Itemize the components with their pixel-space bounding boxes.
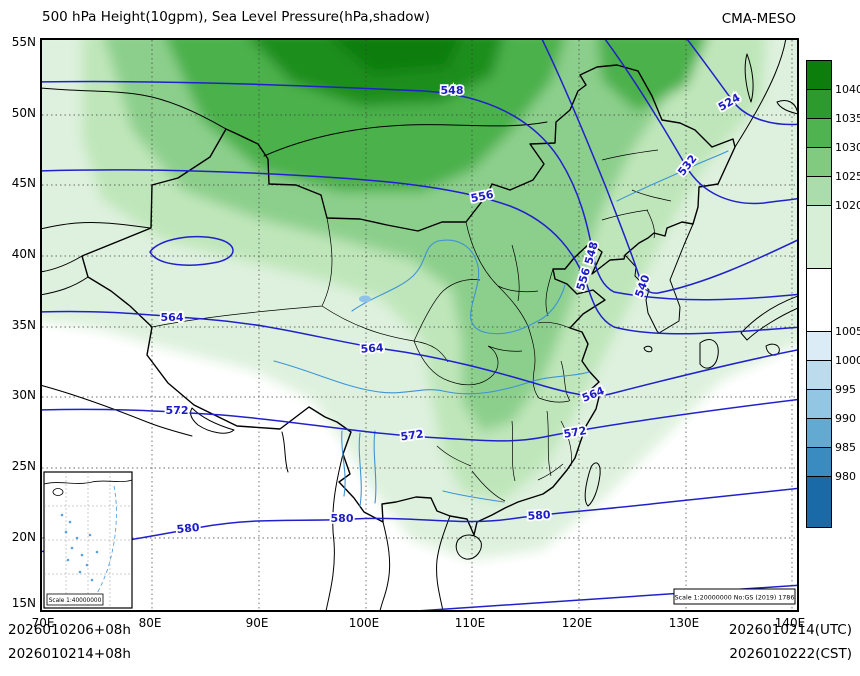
model-name: CMA-MESO bbox=[721, 11, 796, 27]
colorbar-tick-label: 1025 bbox=[835, 170, 860, 183]
inset-dash-line bbox=[91, 485, 117, 603]
map-area: 548 524 532 556 548 540 556 564 564 564 … bbox=[40, 38, 799, 612]
init-time-cst: 2026010214+08h bbox=[8, 646, 131, 662]
contour-524 bbox=[686, 40, 797, 126]
colorbar-tick-label: 1030 bbox=[835, 141, 860, 154]
contour-label: 572 bbox=[563, 424, 588, 441]
colorbar-tick-label: 980 bbox=[835, 470, 856, 483]
lon-label: 80E bbox=[138, 616, 162, 630]
contour-580 bbox=[42, 487, 797, 553]
lon-label: 90E bbox=[245, 616, 269, 630]
province-borders bbox=[151, 149, 672, 502]
lat-label: 55N bbox=[11, 35, 36, 49]
colorbar-tick-label: 1000 bbox=[835, 354, 860, 367]
colorbar-tick-label: 1005 bbox=[835, 325, 860, 338]
colorbar-segment bbox=[807, 205, 831, 268]
lat-label: 25N bbox=[11, 459, 36, 473]
contour-532 bbox=[604, 40, 797, 205]
lat-label: 45N bbox=[11, 176, 36, 190]
lat-label: 15N bbox=[11, 596, 36, 610]
lake bbox=[359, 295, 371, 303]
inset-scale-box bbox=[46, 593, 104, 606]
lat-label: 30N bbox=[11, 388, 36, 402]
contour-label: 548 bbox=[441, 84, 464, 97]
inset-scale-label: Scale 1:40000000 bbox=[49, 598, 102, 604]
inset-map: Scale 1:40000000 bbox=[43, 471, 133, 609]
china-border bbox=[81, 64, 736, 536]
colorbar: 1040 1035 1030 1025 1020 1005 1000 995 9… bbox=[806, 60, 860, 528]
contour-label: 580 bbox=[331, 512, 354, 525]
colorbar-segment: 1005 bbox=[807, 268, 860, 338]
colorbar-tick-label: 1020 bbox=[835, 199, 860, 212]
map-canvas: 548 524 532 556 548 540 556 564 564 564 … bbox=[42, 40, 797, 610]
contour-label: 580 bbox=[176, 521, 201, 536]
colorbar-segment: 980 bbox=[807, 447, 856, 483]
lat-label: 40N bbox=[11, 247, 36, 261]
inset-islands bbox=[60, 513, 99, 582]
lat-label: 50N bbox=[11, 106, 36, 120]
colorbar-segment: 1030 bbox=[807, 118, 860, 154]
coastlines-neighbours bbox=[42, 40, 797, 610]
lon-label: 120E bbox=[561, 616, 593, 630]
colorbar-segment: 1040 bbox=[807, 61, 860, 96]
colorbar-tick-label: 1035 bbox=[835, 112, 860, 125]
inset-hainan bbox=[52, 488, 64, 496]
inset-coastline bbox=[43, 479, 133, 485]
contour-540 bbox=[541, 40, 797, 294]
init-time-utc: 2026010206+08h bbox=[8, 622, 131, 638]
contour-548 bbox=[42, 80, 797, 301]
lon-label: 110E bbox=[454, 616, 486, 630]
contour-564 bbox=[42, 310, 797, 397]
lon-label: 100E bbox=[348, 616, 380, 630]
colorbar-tick-label: 990 bbox=[835, 412, 856, 425]
contour-label: 572 bbox=[166, 404, 189, 417]
inset-graticule bbox=[44, 472, 132, 608]
map-scale-label: Scale 1:20000000 No:GS (2019) 1786 bbox=[675, 595, 795, 602]
colorbar-segment: 1000 bbox=[807, 331, 860, 367]
colorbar-tick-label: 1040 bbox=[835, 83, 860, 96]
colorbar-segment: 1025 bbox=[807, 147, 860, 183]
lon-label: 140E bbox=[774, 616, 806, 630]
colorbar-segment bbox=[807, 476, 831, 527]
lon-label: 130E bbox=[668, 616, 700, 630]
colorbar-segment: 985 bbox=[807, 418, 856, 454]
contour-label: 564 bbox=[360, 341, 384, 356]
chart-title: 500 hPa Height(10gpm), Sea Level Pressur… bbox=[42, 9, 430, 25]
colorbar-segment: 990 bbox=[807, 389, 856, 425]
height-contours-layer bbox=[42, 40, 797, 610]
contour-closed-cell bbox=[149, 235, 234, 266]
lon-label: 70E bbox=[31, 616, 55, 630]
map-scale-box: Scale 1:20000000 No:GS (2019) 1786 bbox=[673, 588, 796, 605]
valid-time-cst: 2026010222(CST) bbox=[729, 646, 852, 662]
colorbar-tick-label: 995 bbox=[835, 383, 856, 396]
rivers bbox=[273, 150, 729, 507]
contour-572 bbox=[42, 398, 797, 442]
colorbar-tick-label: 985 bbox=[835, 441, 856, 454]
pressure-shading-layer bbox=[42, 40, 797, 560]
colorbar-segment: 1020 bbox=[807, 176, 860, 212]
valid-time-utc: 2026010214(UTC) bbox=[728, 622, 852, 638]
colorbar-segment: 1035 bbox=[807, 89, 860, 125]
lat-label: 35N bbox=[11, 318, 36, 332]
contour-label: 564 bbox=[161, 311, 184, 324]
lat-label: 20N bbox=[11, 530, 36, 544]
contour-556 bbox=[42, 169, 797, 335]
contour-label: 580 bbox=[527, 508, 551, 523]
colorbar-segment: 995 bbox=[807, 360, 856, 396]
contour-label: 572 bbox=[400, 427, 425, 443]
